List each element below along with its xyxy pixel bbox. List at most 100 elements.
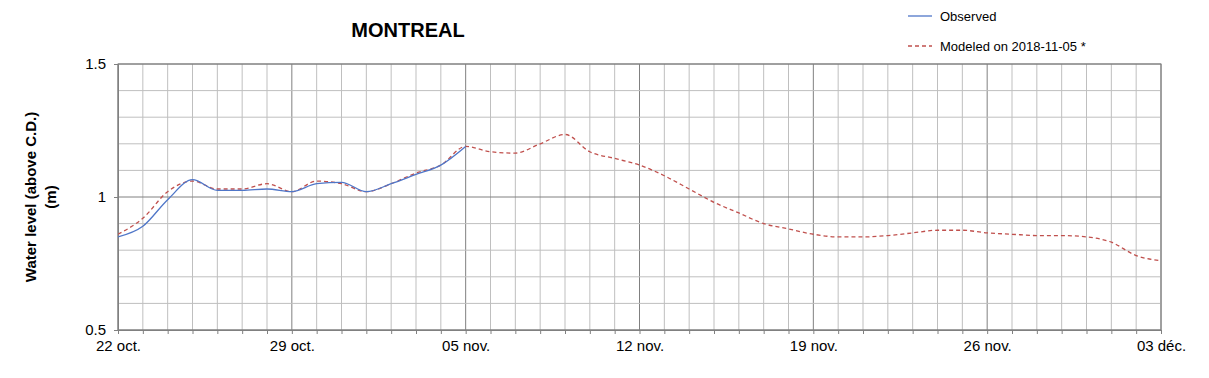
x-tick-mark bbox=[913, 330, 914, 334]
x-tick-mark bbox=[615, 330, 616, 334]
x-tick-mark bbox=[391, 330, 392, 334]
legend: Observed Modeled on 2018-11-05 * bbox=[908, 9, 1086, 54]
x-tick-mark bbox=[317, 330, 318, 334]
x-tick-mark bbox=[739, 330, 740, 334]
x-tick-mark bbox=[888, 330, 889, 334]
x-tick bbox=[193, 330, 194, 334]
y-tick-label: 1.5 bbox=[85, 55, 106, 72]
x-tick-mark bbox=[491, 330, 492, 334]
y-tick: 1 bbox=[98, 188, 118, 205]
x-tick bbox=[242, 330, 243, 334]
x-tick: 26 nov. bbox=[964, 330, 1012, 354]
x-tick bbox=[789, 330, 790, 334]
x-tick bbox=[317, 330, 318, 334]
x-tick bbox=[615, 330, 616, 334]
grid bbox=[118, 64, 1161, 330]
x-axis-line bbox=[119, 331, 1162, 335]
x-tick-mark bbox=[789, 330, 790, 334]
minor-grid-line-y bbox=[118, 117, 1161, 118]
x-tick bbox=[1062, 330, 1063, 334]
x-tick-mark bbox=[1062, 330, 1063, 334]
x-tick-label: 22 oct. bbox=[96, 337, 141, 354]
x-tick: 29 oct. bbox=[270, 330, 315, 354]
minor-grid-line-y bbox=[118, 223, 1161, 224]
x-tick: 12 nov. bbox=[616, 330, 664, 354]
x-tick-mark bbox=[1161, 330, 1162, 334]
series-group bbox=[118, 134, 1161, 260]
x-tick bbox=[168, 330, 169, 334]
x-tick-mark bbox=[863, 330, 864, 334]
x-tick-mark bbox=[813, 330, 814, 334]
x-tick: 05 nov. bbox=[442, 330, 490, 354]
x-tick bbox=[863, 330, 864, 334]
x-tick-mark bbox=[1087, 330, 1088, 334]
x-tick bbox=[267, 330, 268, 334]
x-tick bbox=[1136, 330, 1137, 334]
x-tick-mark bbox=[1037, 330, 1038, 334]
y-axis-line bbox=[114, 65, 119, 331]
x-tick bbox=[590, 330, 591, 334]
x-tick: 19 nov. bbox=[790, 330, 838, 354]
x-tick bbox=[664, 330, 665, 334]
minor-grid-line-y bbox=[118, 143, 1161, 144]
minor-grid-line-y bbox=[118, 276, 1161, 277]
x-tick-mark bbox=[565, 330, 566, 334]
legend-swatch bbox=[908, 15, 932, 16]
y-tick: 0.5 bbox=[85, 321, 118, 338]
series-line bbox=[118, 146, 466, 236]
x-tick bbox=[143, 330, 144, 334]
x-tick-mark bbox=[1111, 330, 1112, 334]
x-tick-mark bbox=[515, 330, 516, 334]
y-tick-mark bbox=[114, 197, 118, 198]
x-tick-mark bbox=[764, 330, 765, 334]
x-tick-mark bbox=[416, 330, 417, 334]
x-axis: 22 oct. 29 oct. 05 nov. 12 nov. 19 nov. 26 no… bbox=[96, 330, 1186, 354]
grid-line-y bbox=[118, 197, 1161, 198]
x-tick-mark bbox=[664, 330, 665, 334]
x-tick bbox=[962, 330, 963, 334]
x-tick bbox=[888, 330, 889, 334]
x-tick-label: 12 nov. bbox=[616, 337, 664, 354]
y-tick-label: 0.5 bbox=[85, 321, 106, 338]
x-tick-mark bbox=[1012, 330, 1013, 334]
x-tick bbox=[739, 330, 740, 334]
x-tick-mark bbox=[193, 330, 194, 334]
x-tick-mark bbox=[267, 330, 268, 334]
x-tick bbox=[391, 330, 392, 334]
x-tick-label: 05 nov. bbox=[442, 337, 490, 354]
x-tick-mark bbox=[689, 330, 690, 334]
x-tick-mark bbox=[1136, 330, 1137, 334]
y-tick: 1.5 bbox=[85, 55, 118, 72]
x-tick bbox=[1012, 330, 1013, 334]
x-tick bbox=[217, 330, 218, 334]
y-tick-label: 1 bbox=[98, 188, 106, 205]
x-tick bbox=[1111, 330, 1112, 334]
chart: 22 oct. 29 oct. 05 nov. 12 nov. 19 nov. 26 no… bbox=[0, 0, 1209, 378]
x-tick bbox=[565, 330, 566, 334]
x-tick bbox=[1087, 330, 1088, 334]
x-tick-mark bbox=[217, 330, 218, 334]
y-tick-mark bbox=[114, 64, 118, 65]
x-tick bbox=[913, 330, 914, 334]
x-tick-mark bbox=[466, 330, 467, 334]
legend-swatch bbox=[908, 45, 932, 46]
x-tick-mark bbox=[962, 330, 963, 334]
x-tick-mark bbox=[441, 330, 442, 334]
x-tick-mark bbox=[168, 330, 169, 334]
y-axis-title: Water level (above C.D.) bbox=[22, 112, 39, 282]
minor-grid-line-y bbox=[118, 303, 1161, 304]
x-tick-mark bbox=[366, 330, 367, 334]
legend-label: Modeled on 2018-11-05 * bbox=[940, 39, 1086, 54]
x-tick bbox=[366, 330, 367, 334]
x-tick-label: 03 déc. bbox=[1137, 337, 1186, 354]
x-tick bbox=[1037, 330, 1038, 334]
legend-label: Observed bbox=[940, 9, 996, 24]
x-tick bbox=[838, 330, 839, 334]
x-tick-mark bbox=[838, 330, 839, 334]
x-tick bbox=[714, 330, 715, 334]
x-tick-mark bbox=[242, 330, 243, 334]
x-tick bbox=[689, 330, 690, 334]
y-axis-title: (m) bbox=[42, 185, 59, 208]
x-tick: 03 déc. bbox=[1137, 330, 1186, 354]
minor-grid-line-y bbox=[118, 170, 1161, 171]
